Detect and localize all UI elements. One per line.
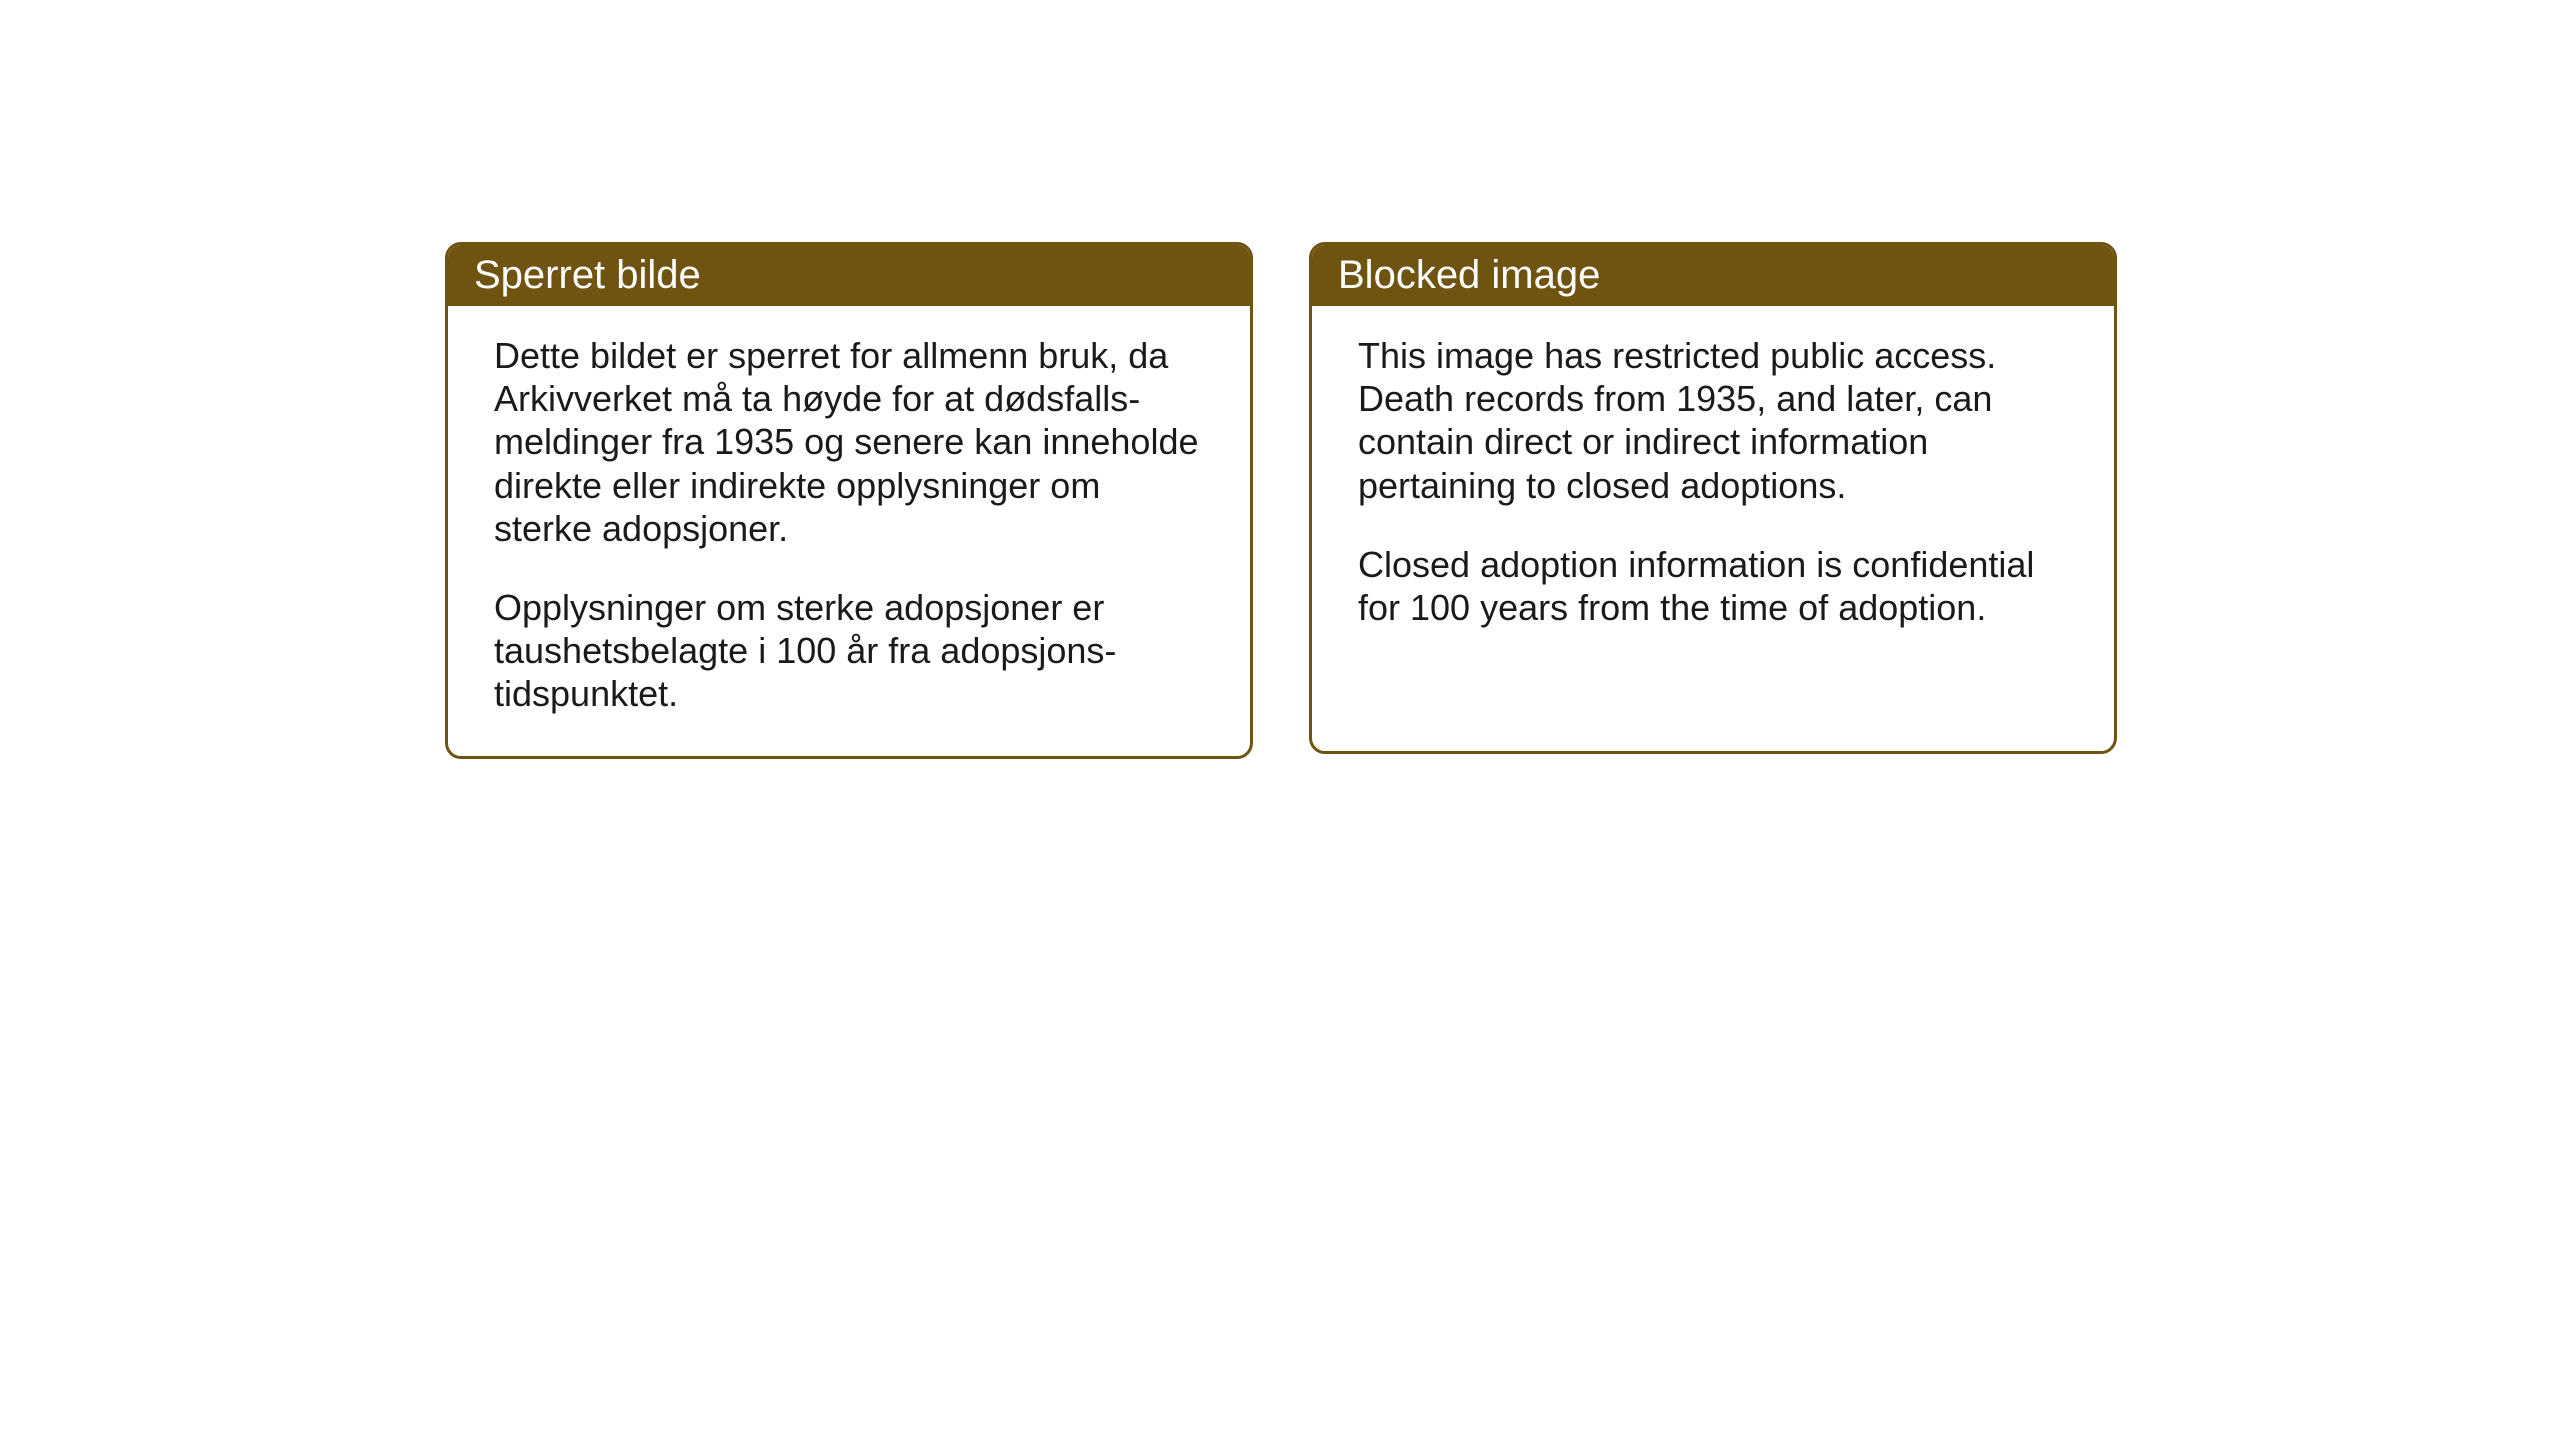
- english-notice-card: Blocked image This image has restricted …: [1309, 242, 2117, 754]
- norwegian-card-title: Sperret bilde: [448, 245, 1250, 306]
- notice-cards-container: Sperret bilde Dette bildet er sperret fo…: [445, 242, 2117, 759]
- english-paragraph-1: This image has restricted public access.…: [1358, 334, 2068, 507]
- english-card-title: Blocked image: [1312, 245, 2114, 306]
- norwegian-card-body: Dette bildet er sperret for allmenn bruk…: [448, 306, 1250, 756]
- norwegian-paragraph-2: Opplysninger om sterke adopsjoner er tau…: [494, 586, 1204, 716]
- english-paragraph-2: Closed adoption information is confident…: [1358, 543, 2068, 629]
- norwegian-notice-card: Sperret bilde Dette bildet er sperret fo…: [445, 242, 1253, 759]
- english-card-body: This image has restricted public access.…: [1312, 306, 2114, 669]
- norwegian-paragraph-1: Dette bildet er sperret for allmenn bruk…: [494, 334, 1204, 550]
